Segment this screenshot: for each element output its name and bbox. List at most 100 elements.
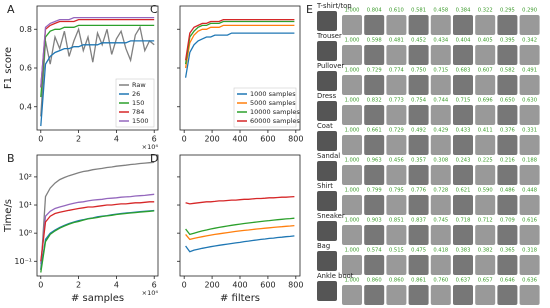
legend-label: 150 bbox=[132, 99, 144, 107]
line bbox=[185, 224, 295, 241]
neighbor-image bbox=[342, 105, 362, 125]
similarity-score: 1.000 bbox=[345, 278, 360, 284]
similarity-score: 0.456 bbox=[389, 158, 404, 164]
neighbor-image bbox=[475, 225, 496, 245]
neighbor-image bbox=[497, 195, 518, 215]
query-image bbox=[317, 101, 337, 121]
neighbor-image bbox=[475, 45, 496, 65]
neighbor-image bbox=[342, 225, 362, 245]
neighbor-image bbox=[453, 195, 473, 215]
neighbor-image bbox=[386, 105, 407, 125]
x-axis-label: # samples bbox=[71, 293, 124, 304]
neighbor-image bbox=[430, 225, 451, 245]
neighbor-image bbox=[430, 105, 451, 125]
neighbor-image bbox=[430, 45, 451, 65]
neighbor-image bbox=[408, 45, 429, 65]
neighbor-image bbox=[408, 165, 429, 185]
similarity-score: 0.630 bbox=[522, 98, 537, 104]
class-name: T-shirt/top bbox=[316, 2, 352, 10]
similarity-score: 1.000 bbox=[345, 158, 360, 164]
similarity-score: 0.832 bbox=[367, 98, 382, 104]
similarity-score: 0.405 bbox=[478, 38, 493, 44]
x-tick-label: 200 bbox=[204, 135, 219, 144]
y-tick-label: 10¹ bbox=[19, 201, 32, 210]
neighbor-image bbox=[342, 45, 362, 65]
line bbox=[40, 201, 155, 262]
similarity-score: 0.452 bbox=[411, 38, 426, 44]
similarity-score: 1.000 bbox=[345, 218, 360, 224]
similarity-score: 0.637 bbox=[456, 278, 471, 284]
similarity-score: 0.745 bbox=[433, 218, 448, 224]
query-image bbox=[317, 131, 337, 151]
similarity-score: 0.188 bbox=[522, 158, 537, 164]
x-tick-label: 0 bbox=[38, 281, 43, 290]
similarity-score: 0.216 bbox=[500, 158, 515, 164]
class-name: Ankle boot bbox=[317, 272, 354, 280]
neighbor-image bbox=[453, 15, 473, 35]
query-image bbox=[317, 191, 337, 211]
similarity-score: 0.384 bbox=[456, 8, 472, 14]
y-tick-label: 0.8 bbox=[19, 25, 32, 34]
line bbox=[185, 217, 295, 236]
neighbor-image bbox=[519, 105, 540, 125]
x-tick-label: 600 bbox=[260, 135, 275, 144]
y-axis-label: Time/s bbox=[3, 199, 14, 233]
neighbor-image bbox=[497, 285, 518, 305]
x-tick-label: 800 bbox=[288, 281, 303, 290]
x-offset-label: ×10⁴ bbox=[142, 143, 159, 151]
panel-label: A bbox=[7, 3, 15, 16]
neighbor-image bbox=[497, 105, 518, 125]
similarity-score: 1.000 bbox=[345, 128, 360, 134]
x-tick-label: 6 bbox=[152, 135, 157, 144]
neighbor-image bbox=[386, 45, 407, 65]
neighbor-image bbox=[475, 135, 496, 155]
similarity-score: 0.729 bbox=[367, 68, 382, 74]
neighbor-image bbox=[408, 225, 429, 245]
x-axis-label: # filters bbox=[220, 293, 260, 304]
similarity-score: 0.709 bbox=[500, 218, 515, 224]
similarity-score: 1.000 bbox=[345, 188, 360, 194]
similarity-score: 0.851 bbox=[389, 218, 404, 224]
similarity-score: 0.581 bbox=[411, 8, 426, 14]
neighbor-image bbox=[430, 165, 451, 185]
class-name: Shirt bbox=[317, 182, 333, 190]
neighbor-image bbox=[386, 255, 407, 275]
neighbor-image bbox=[475, 195, 496, 215]
similarity-score: 0.404 bbox=[456, 38, 472, 44]
similarity-score: 0.607 bbox=[478, 68, 493, 74]
similarity-score: 0.376 bbox=[500, 128, 515, 134]
neighbor-image bbox=[364, 255, 385, 275]
similarity-score: 0.903 bbox=[367, 218, 382, 224]
neighbor-image bbox=[519, 45, 540, 65]
similarity-score: 0.598 bbox=[367, 38, 382, 44]
similarity-score: 0.491 bbox=[522, 68, 537, 74]
neighbor-image bbox=[408, 195, 429, 215]
similarity-score: 0.582 bbox=[500, 68, 515, 74]
line bbox=[40, 161, 155, 270]
neighbor-image bbox=[453, 225, 473, 245]
similarity-score: 0.492 bbox=[411, 128, 426, 134]
query-image bbox=[317, 281, 337, 301]
similarity-score: 0.661 bbox=[367, 128, 382, 134]
neighbor-image bbox=[430, 195, 451, 215]
line bbox=[184, 20, 295, 65]
similarity-score: 0.963 bbox=[367, 158, 382, 164]
similarity-score: 0.433 bbox=[456, 128, 471, 134]
similarity-score: 0.475 bbox=[411, 248, 426, 254]
class-name: Dress bbox=[317, 92, 337, 100]
neighbor-image bbox=[408, 285, 429, 305]
y-tick-label: 0.6 bbox=[19, 64, 32, 73]
similarity-score: 0.243 bbox=[456, 158, 471, 164]
neighbor-image bbox=[408, 135, 429, 155]
query-image bbox=[317, 161, 337, 181]
neighbor-image bbox=[519, 255, 540, 275]
query-image bbox=[317, 251, 337, 271]
similarity-score: 0.799 bbox=[367, 188, 382, 194]
x-tick-label: 4 bbox=[114, 135, 119, 144]
line bbox=[40, 40, 155, 127]
neighbor-image bbox=[364, 195, 385, 215]
x-tick-label: 0 bbox=[38, 135, 43, 144]
similarity-score: 0.318 bbox=[522, 248, 537, 254]
neighbor-image bbox=[364, 15, 385, 35]
similarity-score: 0.458 bbox=[433, 8, 448, 14]
